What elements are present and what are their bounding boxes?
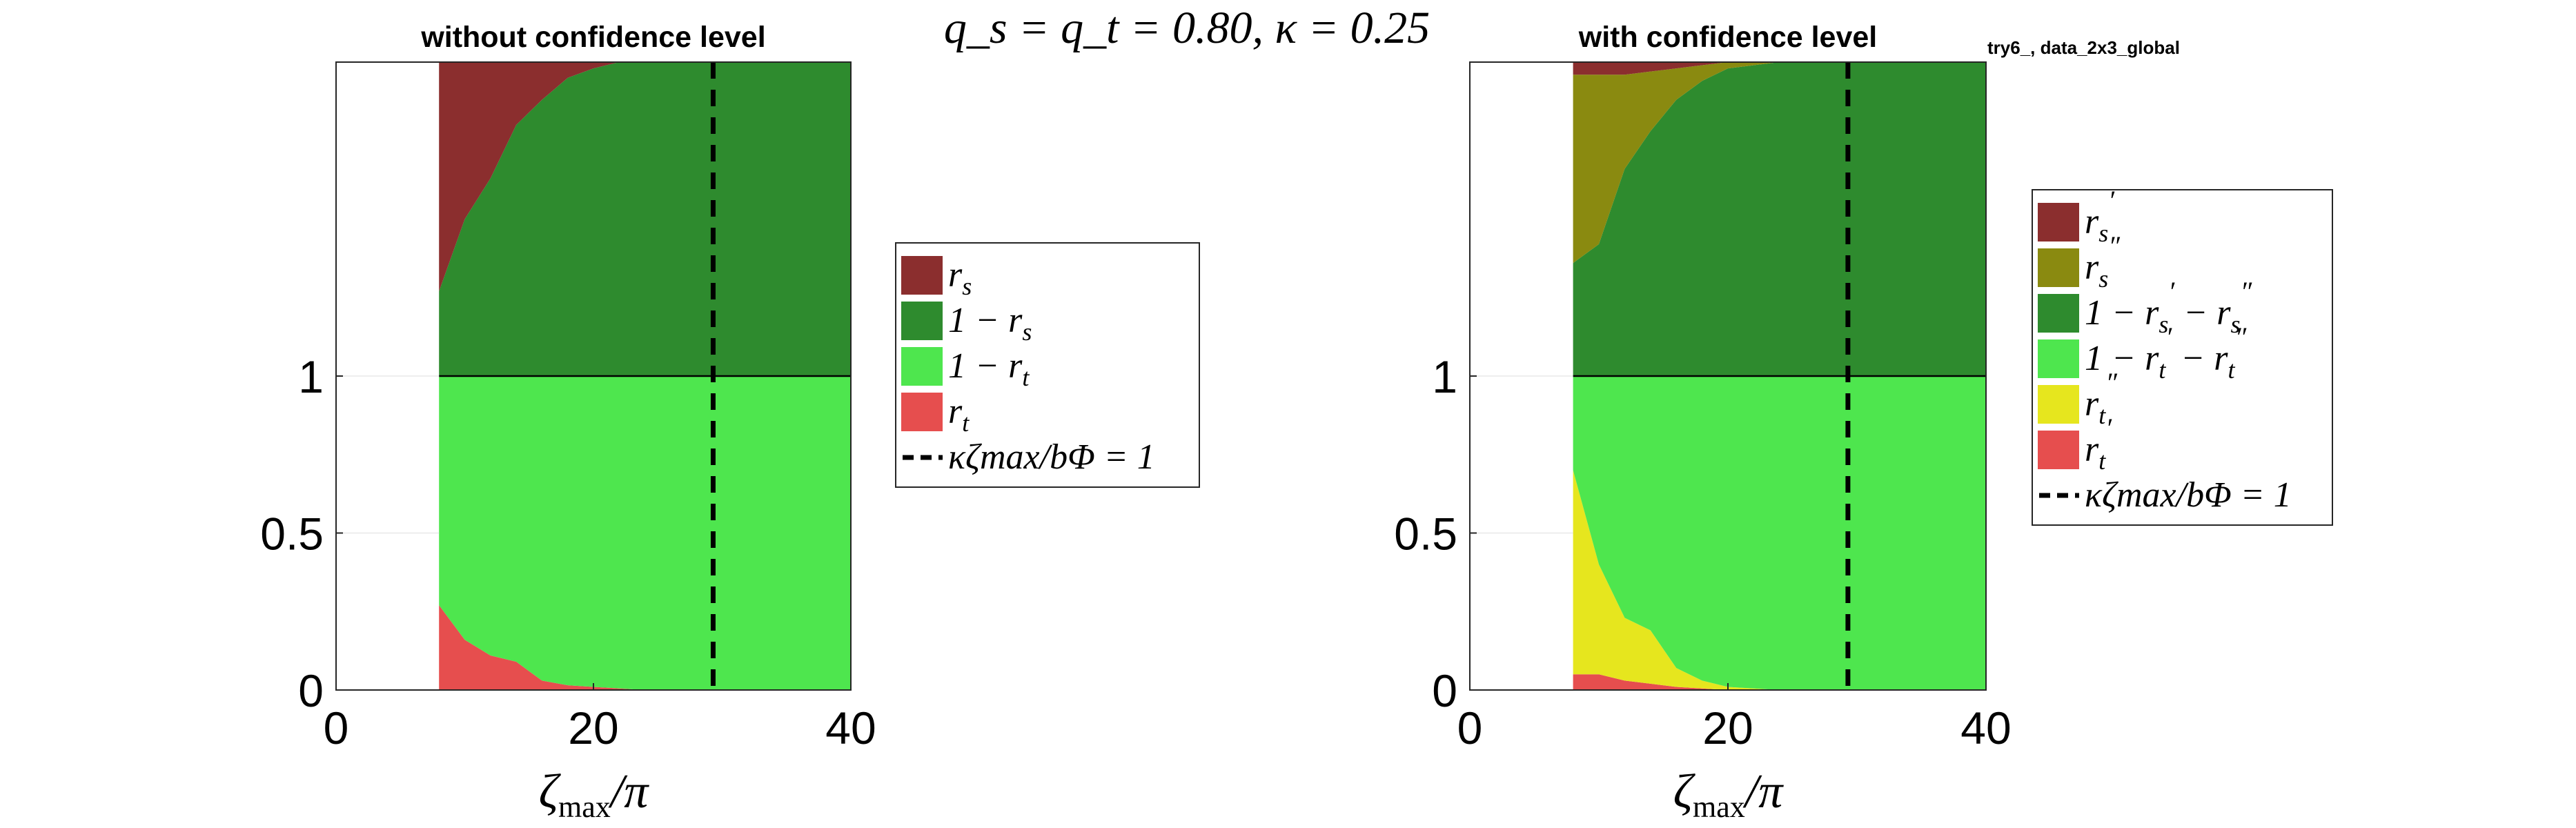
legend-swatch	[2038, 431, 2079, 469]
chart-panel-without-confidence: without confidence level 0 20 40 0 0.5 1 ζmax/π…	[260, 21, 1200, 824]
legend-swatch	[2038, 339, 2079, 378]
legend-label: κζmax/bΦ = 1	[2085, 475, 2292, 515]
chart-title: without confidence level	[420, 21, 765, 54]
chart-title: with confidence level	[1578, 21, 1878, 54]
legend-swatch	[2038, 203, 2079, 241]
area-1-r-s-top	[439, 62, 851, 376]
area-1-r-s-r-s-top	[1573, 62, 1986, 376]
legend-box	[895, 242, 1200, 488]
legend-swatch	[901, 393, 943, 431]
x-tick-label: 20	[568, 702, 618, 753]
legend-label: rt′	[2085, 413, 2112, 475]
y-tick-label: 0.5	[1394, 509, 1457, 560]
y-tick-label: 1	[298, 351, 324, 402]
legend-swatch	[2038, 248, 2079, 287]
y-tick-label: 0	[298, 665, 324, 716]
figure-suptitle: q_s = q_t = 0.80, κ = 0.25	[944, 3, 1430, 53]
x-axis-label: ζmax/π	[1673, 765, 1784, 824]
legend-label: rt	[948, 392, 970, 437]
x-tick-label: 40	[825, 702, 876, 753]
legend-swatch	[2038, 385, 2079, 424]
legend-label: rs	[948, 255, 972, 300]
area-r-t-bottom	[1573, 674, 1986, 690]
figure-tag: try6_, data_2x3_global	[1987, 37, 2180, 58]
legend-box	[2032, 189, 2333, 526]
legend-swatch	[901, 347, 943, 386]
legend-swatch	[2038, 294, 2079, 333]
legend-label: 1 − rt′ − rt″	[2085, 322, 2247, 384]
legend-label: κζmax/bΦ = 1	[948, 437, 1155, 477]
y-tick-label: 0.5	[260, 509, 324, 560]
area-r-s-top	[1573, 62, 1986, 75]
legend-label: 1 − rs′ − rs″	[2085, 276, 2252, 338]
legend-label: rs″	[2085, 230, 2121, 293]
chart-panel-with-confidence: with confidence level 0 20 40 0 0.5 1 ζmax/π rs′…	[1394, 21, 2333, 824]
area-r-s-top	[439, 62, 851, 292]
legend: rs′rs″1 − rs′ − rs″1 − rt′ − rt″rt″rt′κζ…	[2032, 185, 2333, 526]
legend-swatch	[901, 256, 943, 295]
legend-label: 1 − rt	[948, 346, 1030, 391]
legend-label: rt″	[2085, 367, 2118, 429]
x-tick-label: 0	[324, 702, 349, 753]
x-tick-label: 0	[1457, 702, 1483, 753]
x-axis-label: ζmax/π	[539, 765, 650, 824]
legend-label: rs′	[2085, 185, 2115, 247]
legend-swatch	[901, 302, 943, 340]
x-tick-label: 20	[1702, 702, 1753, 753]
area-r-s-top	[1573, 62, 1986, 264]
y-tick-label: 1	[1432, 351, 1457, 402]
y-tick-label: 0	[1432, 665, 1457, 716]
area-1-r-t-r-t-bottom	[1573, 376, 1986, 690]
area-1-r-t-bottom	[439, 376, 851, 690]
x-tick-label: 40	[1960, 702, 2011, 753]
area-r-t-bottom	[1573, 470, 1986, 690]
legend-label: 1 − rs	[948, 301, 1032, 346]
area-r-t-bottom	[439, 605, 851, 690]
